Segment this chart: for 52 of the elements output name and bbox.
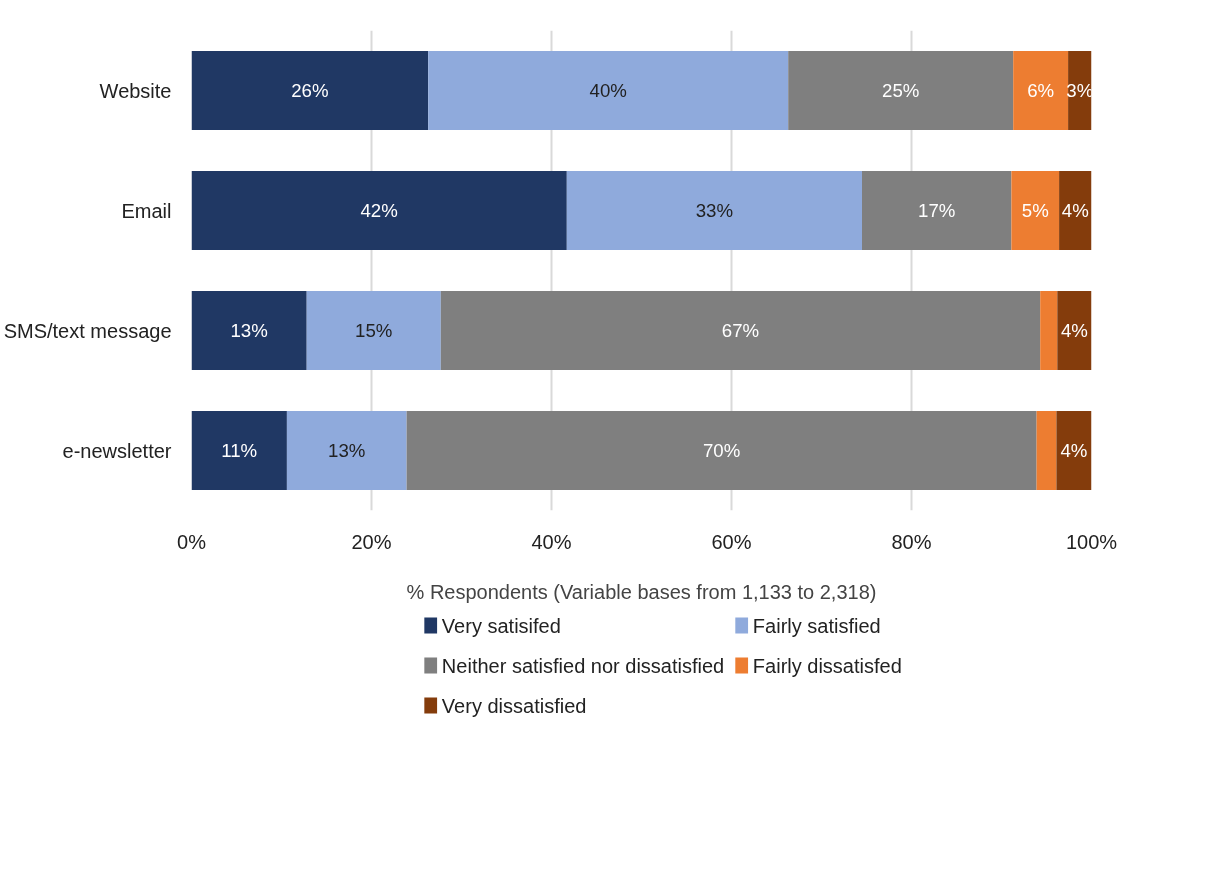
data-label: 4% — [1060, 440, 1088, 461]
bar — [566, 170, 862, 251]
x-tick-label: 0% — [177, 530, 207, 553]
data-label: 33% — [695, 200, 734, 221]
data-label: 4% — [1061, 200, 1089, 221]
x-tick-label: 20% — [351, 530, 392, 553]
data-label: 13% — [328, 440, 366, 461]
bar — [1013, 50, 1069, 131]
data-label: 5% — [1021, 200, 1049, 221]
bar — [191, 170, 567, 251]
legend-label: Fairly dissatisfed — [752, 654, 902, 677]
bar — [1011, 170, 1060, 251]
bar — [1057, 290, 1092, 371]
x-tick-label: 60% — [711, 530, 752, 553]
bar — [788, 50, 1014, 131]
data-label: 6% — [1027, 80, 1055, 101]
data-label: 67% — [721, 320, 760, 341]
data-label: 15% — [355, 320, 393, 341]
bar — [1059, 170, 1092, 251]
y-tick-label: SMS/text message — [3, 319, 172, 342]
bar — [1056, 410, 1092, 491]
legend-label: Neither satisfied nor dissatisfied — [441, 654, 725, 677]
data-label: 42% — [360, 200, 398, 221]
data-label: 70% — [702, 440, 741, 461]
bar — [286, 410, 407, 491]
x-axis-title: % Respondents (Variable bases from 1,133 to 2,318) — [406, 580, 877, 603]
data-label: 40% — [589, 80, 627, 101]
bar — [862, 170, 1012, 251]
bar — [1040, 290, 1058, 371]
bar — [1036, 410, 1057, 491]
data-label: 17% — [918, 200, 956, 221]
legend-label: Fairly satisfied — [752, 614, 881, 637]
x-tick-label: 40% — [531, 530, 572, 553]
legend-label: Very satisifed — [441, 614, 561, 637]
x-tick-label: 100% — [1065, 530, 1118, 553]
y-tick-label: Website — [99, 79, 172, 102]
x-tick-label: 80% — [891, 530, 932, 553]
data-label: 11% — [221, 440, 258, 461]
bar — [428, 50, 789, 131]
bar — [406, 410, 1037, 491]
data-label: 26% — [291, 80, 329, 101]
y-tick-label: e-newsletter — [62, 439, 172, 462]
bar — [306, 290, 441, 371]
bar — [191, 290, 307, 371]
data-label: 4% — [1060, 320, 1088, 341]
bar — [440, 290, 1041, 371]
data-label: 25% — [882, 80, 920, 101]
y-tick-label: Email — [121, 199, 172, 222]
data-label: 13% — [230, 320, 268, 341]
bar — [191, 50, 429, 131]
bar — [191, 410, 287, 491]
legend-label: Very dissatisfied — [441, 694, 587, 717]
